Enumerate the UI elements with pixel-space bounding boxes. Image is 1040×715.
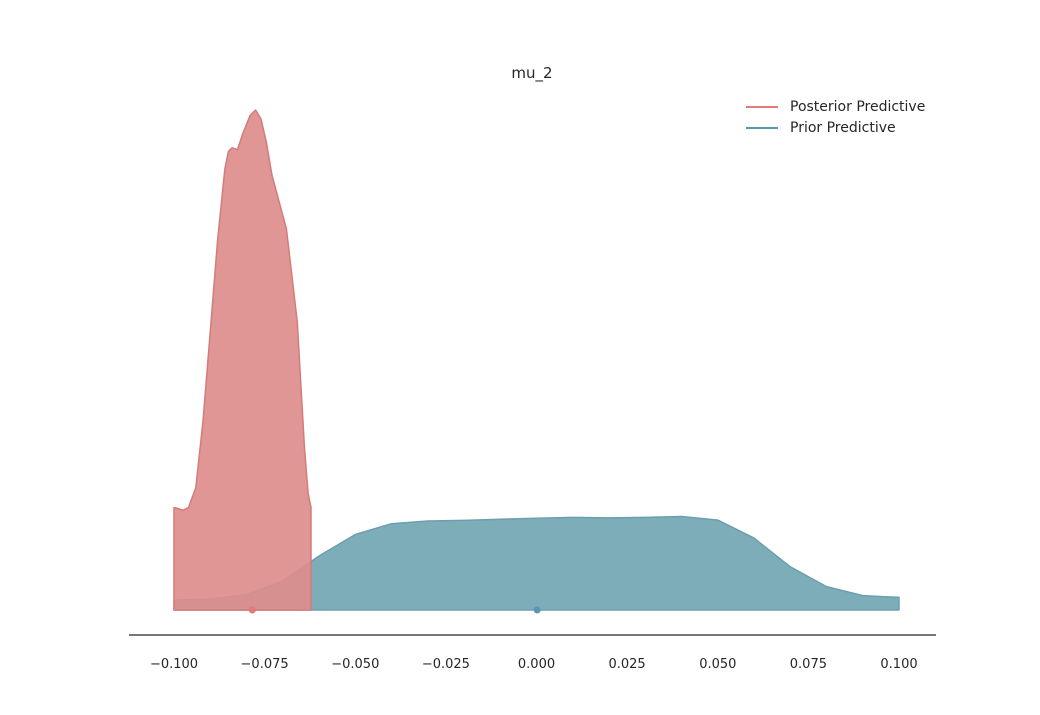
x-tick-label: 0.075 bbox=[790, 657, 827, 672]
x-tick-label: 0.000 bbox=[518, 657, 555, 672]
legend: Posterior Predictive Prior Predictive bbox=[746, 96, 925, 138]
prior-mean-marker bbox=[533, 606, 541, 614]
x-tick-label: −0.075 bbox=[241, 657, 289, 672]
posterior-mean-marker bbox=[248, 606, 256, 614]
chart-title: mu_2 bbox=[511, 64, 552, 83]
x-tick-label: 0.100 bbox=[880, 657, 917, 672]
x-tick-label: −0.025 bbox=[422, 657, 470, 672]
mean-markers bbox=[248, 606, 541, 614]
legend-label-prior: Prior Predictive bbox=[790, 119, 896, 136]
x-tick-label: 0.025 bbox=[608, 657, 645, 672]
legend-item-prior: Prior Predictive bbox=[746, 117, 925, 138]
x-tick-label: −0.100 bbox=[150, 657, 198, 672]
legend-label-posterior: Posterior Predictive bbox=[790, 98, 926, 115]
legend-swatch-prior bbox=[746, 126, 778, 129]
legend-item-posterior: Posterior Predictive bbox=[746, 96, 925, 117]
x-tick-label: 0.050 bbox=[699, 657, 736, 672]
legend-swatch-posterior bbox=[746, 105, 778, 108]
plot-area bbox=[173, 109, 900, 611]
x-tick-label: −0.050 bbox=[331, 657, 379, 672]
posterior-predictive-area bbox=[173, 109, 312, 611]
x-axis-ticks: −0.100 −0.075 −0.050 −0.025 0.000 0.025 0.050 0… bbox=[150, 657, 918, 672]
